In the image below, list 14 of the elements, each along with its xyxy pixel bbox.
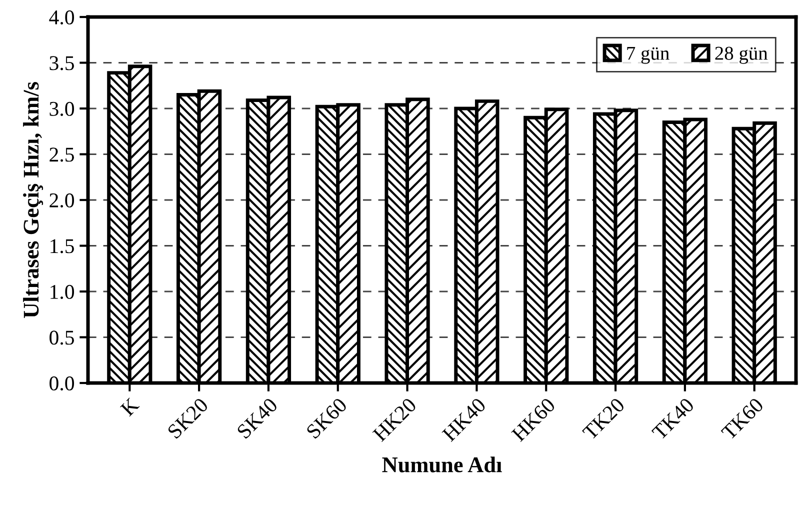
y-tick-label: 0.5 [50, 330, 74, 345]
y-tick-label: 1.0 [50, 284, 74, 300]
x-axis-title: Numune Adı [382, 456, 502, 472]
y-tick-label: 2.5 [50, 148, 74, 162]
y-tick-label: 2.0 [50, 193, 74, 208]
legend-label: 7 gün [627, 46, 670, 64]
x-tick-label: K [120, 396, 140, 417]
legend-label: 28 gün [715, 46, 768, 64]
y-tick-label: 4.0 [49, 10, 74, 25]
y-tick-label: 1.5 [50, 239, 74, 254]
y-tick-label: 3.5 [50, 56, 74, 70]
y-tick-label: 0.0 [50, 376, 74, 391]
y-tick-label: 3.0 [50, 102, 74, 116]
y-axis-title: Ultrases Geçiş Hızı, km/s [23, 82, 44, 318]
